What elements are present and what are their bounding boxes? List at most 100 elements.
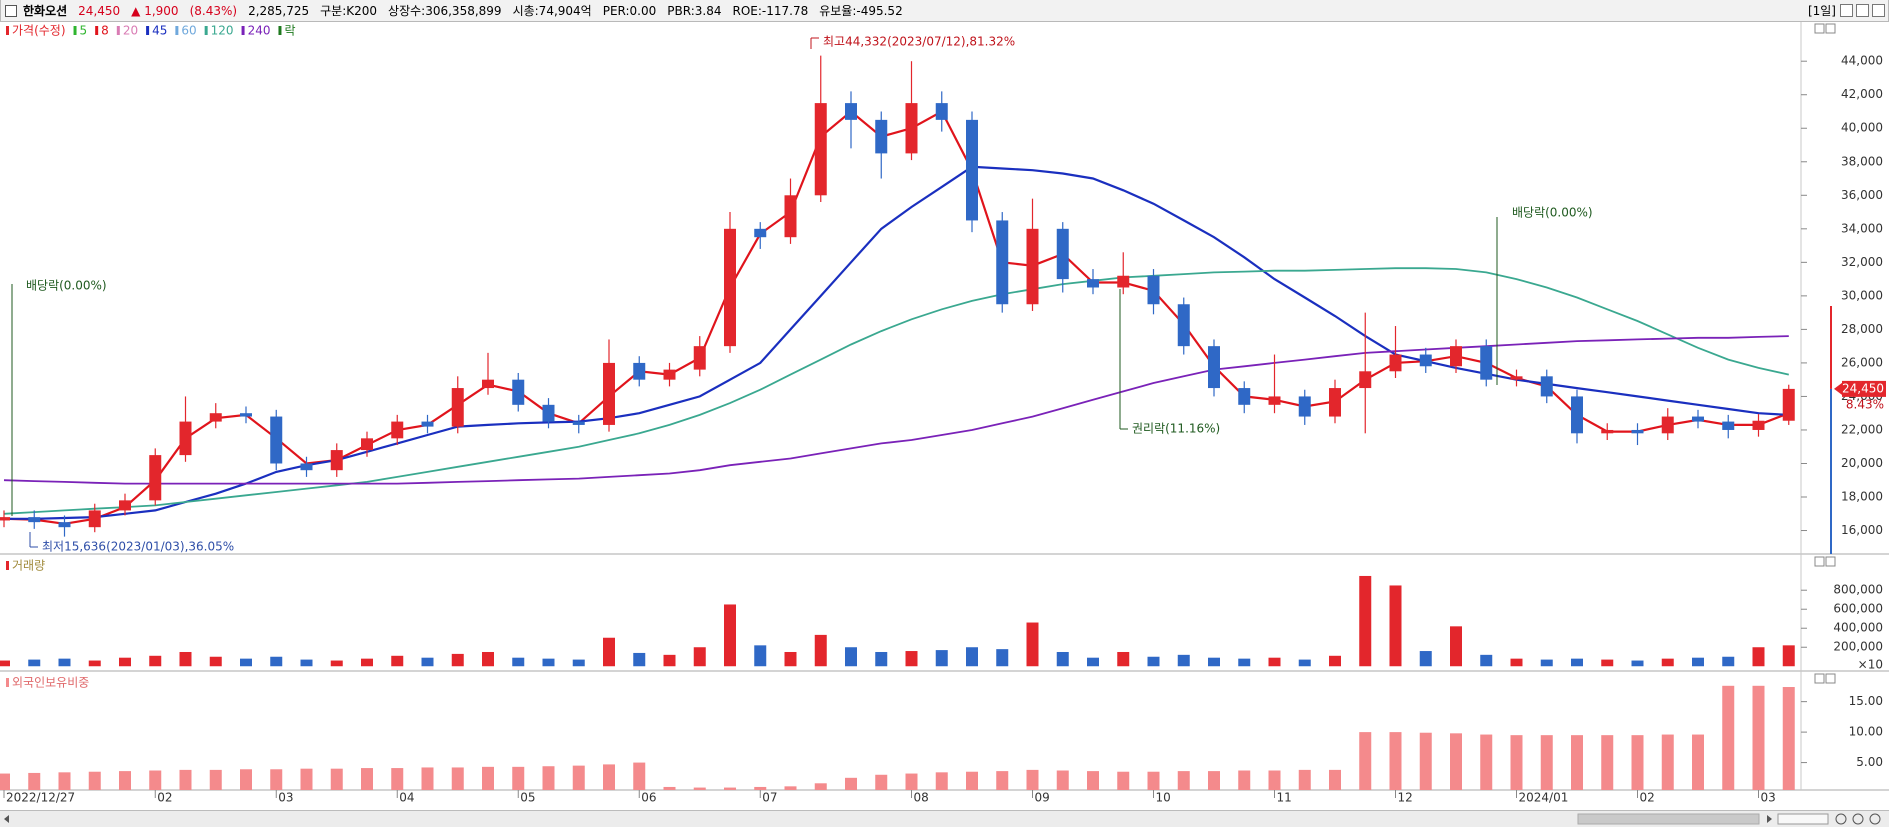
bar — [1480, 734, 1493, 790]
bar — [663, 654, 676, 667]
bar — [361, 768, 373, 790]
candle-body — [240, 413, 252, 417]
bar — [1722, 656, 1735, 667]
candle-body — [875, 119, 888, 154]
bar — [1752, 685, 1765, 790]
x-tick-label: 02 — [157, 791, 172, 805]
price-range-down — [1830, 388, 1832, 554]
x-tick-label: 06 — [641, 791, 656, 805]
y-tick-label: 26,000 — [1841, 355, 1883, 369]
change-pct: (8.43%) — [189, 3, 238, 18]
y-tick-label: 40,000 — [1841, 121, 1883, 135]
change-label: 8.43% — [1846, 397, 1884, 411]
price: 24,450 — [78, 3, 121, 18]
panel-button[interactable] — [1814, 556, 1825, 567]
y-tick-label: 38,000 — [1841, 154, 1883, 168]
bar — [1450, 733, 1462, 790]
bar — [451, 767, 464, 790]
annotation: 최저15,636(2023/01/03),36.05% — [42, 540, 234, 554]
bar — [482, 651, 494, 667]
annotation: 배당락(0.00%) — [26, 279, 107, 293]
zoom-reset[interactable] — [1869, 813, 1881, 825]
bar — [905, 651, 918, 667]
bar — [572, 659, 585, 667]
legend-label: 가격(수정) — [12, 24, 66, 38]
bar — [58, 772, 71, 790]
x-tick-label: 08 — [914, 791, 929, 805]
bar — [1359, 732, 1372, 790]
candle-body — [1238, 388, 1251, 405]
zoom-out[interactable] — [1835, 813, 1847, 825]
candle-body — [1752, 420, 1765, 430]
bar — [270, 656, 283, 667]
bar — [1480, 654, 1493, 667]
candle-body — [0, 517, 10, 521]
zoom-slider[interactable] — [1777, 813, 1829, 825]
bar — [845, 777, 857, 790]
bar — [784, 651, 797, 667]
panel-swatch — [6, 678, 9, 687]
candle-body — [1601, 429, 1614, 434]
candle-body — [1087, 279, 1099, 288]
candle-body — [1419, 354, 1432, 367]
x-tick-label: 05 — [520, 791, 535, 805]
candle-body — [1722, 421, 1735, 430]
bar — [119, 657, 131, 667]
bar — [542, 766, 555, 790]
scroll-bar[interactable] — [0, 810, 1889, 827]
close-button[interactable] — [1872, 4, 1885, 17]
y-tick-label: 42,000 — [1841, 87, 1883, 101]
candle-body — [1177, 304, 1190, 347]
chart: 16,00018,00020,00022,00024,00026,00028,0… — [0, 22, 1889, 805]
x-tick-label: 2024/01 — [1519, 791, 1569, 805]
legend-swatch — [241, 26, 245, 35]
candle-body — [179, 421, 192, 456]
candle-body — [542, 404, 555, 422]
bar — [1238, 770, 1251, 790]
checkbox[interactable] — [5, 4, 17, 17]
maximize-button[interactable] — [1856, 4, 1869, 17]
annotation: 배당락(0.00%) — [1512, 206, 1593, 220]
bar — [1601, 659, 1614, 667]
x-tick-label: 09 — [1035, 791, 1050, 805]
panel-button[interactable] — [1825, 23, 1836, 34]
bar — [1026, 622, 1039, 667]
bar — [1631, 660, 1644, 667]
y-tick-label: 36,000 — [1841, 188, 1883, 202]
legend-swatch — [278, 26, 282, 35]
candle-body — [512, 379, 525, 405]
panel-button[interactable] — [1825, 556, 1836, 567]
legend-label: 60 — [181, 24, 196, 38]
bar — [603, 637, 615, 667]
scroll-right[interactable] — [1767, 815, 1772, 823]
panel-button[interactable] — [1814, 673, 1825, 684]
bar — [1177, 654, 1190, 667]
candle-body — [482, 379, 494, 389]
bar — [572, 765, 585, 790]
y-tick-label: 18,000 — [1841, 490, 1883, 504]
bar — [270, 769, 283, 790]
bar — [1117, 771, 1130, 790]
x-tick-label: 11 — [1277, 791, 1292, 805]
minimize-button[interactable] — [1840, 4, 1853, 17]
candle-body — [28, 517, 41, 523]
panel-button[interactable] — [1814, 23, 1825, 34]
zoom-in[interactable] — [1852, 813, 1864, 825]
period[interactable]: [1일] — [1807, 4, 1836, 18]
scroll-left[interactable] — [4, 815, 9, 823]
candle-body — [1056, 228, 1069, 280]
y-tick-label: 44,000 — [1841, 54, 1883, 68]
price-range-up — [1830, 306, 1832, 389]
bar — [663, 786, 676, 790]
candle-body — [1389, 354, 1402, 372]
panel-button[interactable] — [1825, 673, 1836, 684]
bar — [1692, 657, 1704, 667]
bar — [1056, 770, 1069, 790]
legend-label: 5 — [80, 24, 88, 38]
x-tick-label: 07 — [762, 791, 777, 805]
scroll-thumb[interactable] — [1577, 813, 1760, 825]
annotation: 권리락(11.16%) — [1132, 422, 1220, 436]
legend-swatch — [116, 26, 120, 35]
bar — [1268, 770, 1281, 790]
candle-body — [905, 103, 918, 154]
